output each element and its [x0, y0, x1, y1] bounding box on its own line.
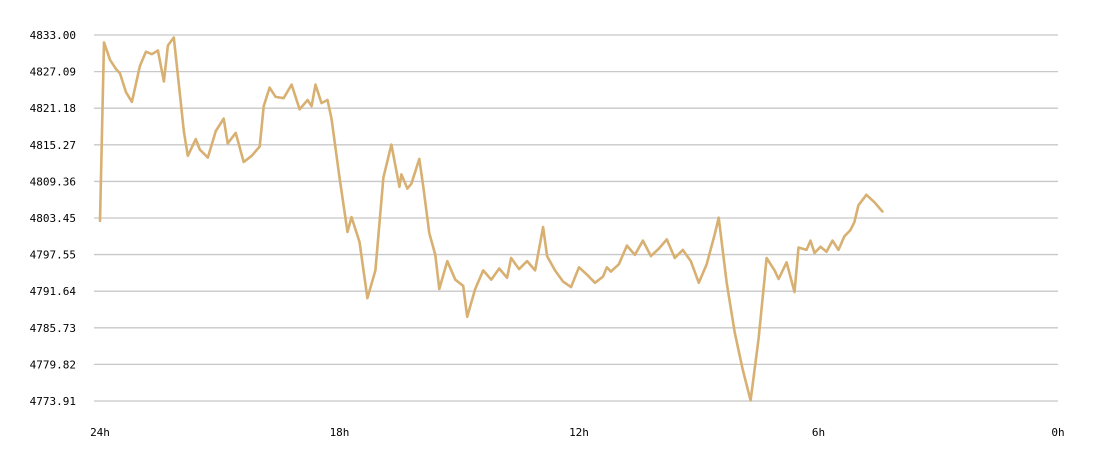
- x-tick-label: 6h: [812, 426, 825, 439]
- y-tick-label: 4791.64: [30, 285, 77, 298]
- y-tick-label: 4797.55: [30, 249, 76, 262]
- x-tick-label: 0h: [1051, 426, 1064, 439]
- y-tick-label: 4809.36: [30, 175, 76, 188]
- y-tick-label: 4827.09: [30, 66, 76, 79]
- x-tick-label: 18h: [330, 426, 350, 439]
- x-tick-label: 24h: [90, 426, 110, 439]
- y-tick-label: 4785.73: [30, 322, 76, 335]
- y-tick-label: 4803.45: [30, 212, 76, 225]
- x-axis-tick-labels: 24h 18h 12h 6h 0h: [90, 426, 1065, 439]
- y-axis-tick-labels: 4833.00 4827.09 4821.18 4815.27 4809.36 4803.…: [30, 29, 77, 408]
- x-tick-label: 12h: [569, 426, 589, 439]
- series-layer: [98, 36, 884, 402]
- y-tick-label: 4833.00: [30, 29, 76, 42]
- y-tick-label: 4821.18: [30, 102, 76, 115]
- price-series-line: [98, 36, 884, 402]
- y-tick-label: 4815.27: [30, 139, 76, 152]
- grid-lines: [94, 34, 1058, 402]
- y-tick-label: 4773.91: [30, 395, 76, 408]
- y-tick-label: 4779.82: [30, 358, 76, 371]
